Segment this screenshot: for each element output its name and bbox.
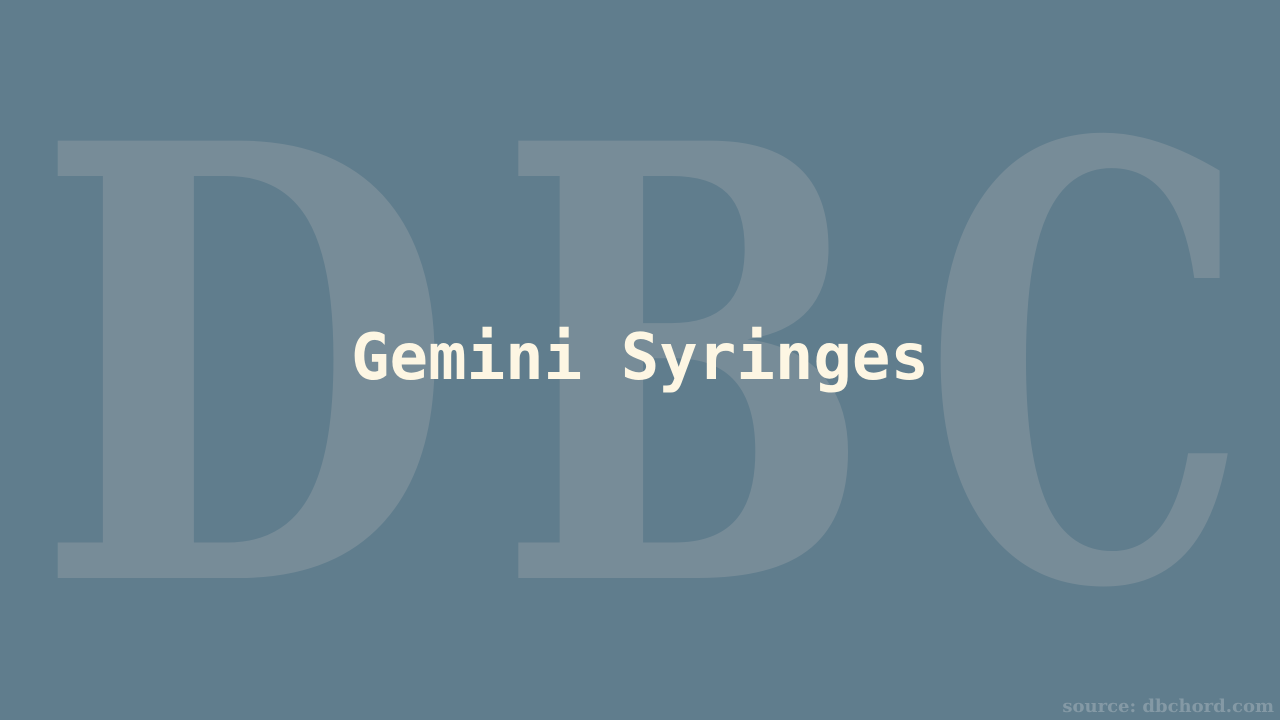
watermark-letter-d: D: [35, 15, 455, 720]
watermark-letter-b: B: [498, 15, 873, 720]
source-credit: source: dbchord.com: [1062, 696, 1274, 717]
watermark-letter-c: C: [924, 15, 1249, 720]
page-title: Gemini Syringes: [351, 321, 929, 395]
